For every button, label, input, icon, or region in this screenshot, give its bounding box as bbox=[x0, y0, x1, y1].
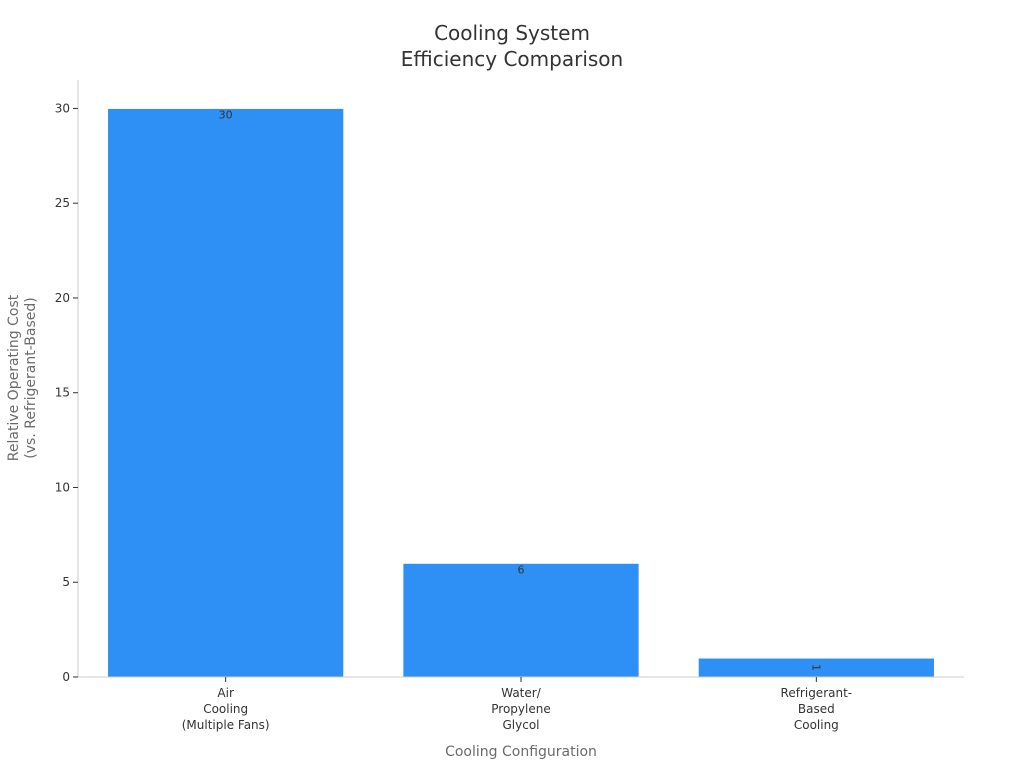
y-tick-label: 30 bbox=[55, 101, 70, 115]
x-axis-label: Cooling Configuration bbox=[445, 744, 597, 760]
plot-area: 30 6 1 bbox=[107, 107, 935, 678]
bar bbox=[402, 562, 640, 678]
x-tick-label-line: Cooling bbox=[203, 702, 248, 716]
chart-title-line-2: Efficiency Comparison bbox=[401, 47, 623, 71]
y-tick-label: 10 bbox=[55, 480, 70, 494]
x-tick-label-line: Based bbox=[798, 702, 835, 716]
x-tick-label-line: Air bbox=[217, 686, 234, 700]
x-tick-label-line: Water/ bbox=[501, 686, 541, 700]
x-axis-ticks: Air Cooling (Multiple Fans) Water/Propylene… bbox=[182, 677, 852, 732]
y-tick-label: 5 bbox=[62, 575, 70, 589]
y-tick-label: 20 bbox=[55, 291, 70, 305]
bar-value-label: 30 bbox=[219, 108, 233, 121]
y-tick-label: 15 bbox=[55, 386, 70, 400]
bar-value-label: 6 bbox=[518, 563, 525, 576]
x-tick-label-line: Propylene bbox=[491, 702, 550, 716]
x-tick-label: Refrigerant- Based Cooling bbox=[781, 686, 853, 732]
x-tick-label-line: Cooling bbox=[794, 718, 839, 732]
y-axis-label-line-2: (vs. Refrigerant-Based) bbox=[23, 297, 39, 458]
x-tick-label: Air Cooling (Multiple Fans) bbox=[182, 686, 270, 732]
y-axis-label: Relative Operating Cost (vs. Refrigerant… bbox=[6, 294, 39, 461]
y-tick-label: 0 bbox=[62, 670, 70, 684]
y-tick-label: 25 bbox=[55, 196, 70, 210]
y-axis-ticks: 0 5 10 15 20 25 30 bbox=[55, 101, 78, 684]
y-axis-label-line-1: Relative Operating Cost bbox=[6, 294, 22, 461]
x-tick-label-line: (Multiple Fans) bbox=[182, 718, 270, 732]
x-tick-label-line: Refrigerant- bbox=[781, 686, 853, 700]
bar bbox=[107, 107, 345, 678]
chart-title-line-1: Cooling System bbox=[434, 21, 590, 45]
bar-value-label: 1 bbox=[809, 664, 822, 671]
x-tick-label-line: Glycol bbox=[502, 718, 539, 732]
x-tick-label: Water/Propylene Glycol bbox=[491, 686, 550, 732]
